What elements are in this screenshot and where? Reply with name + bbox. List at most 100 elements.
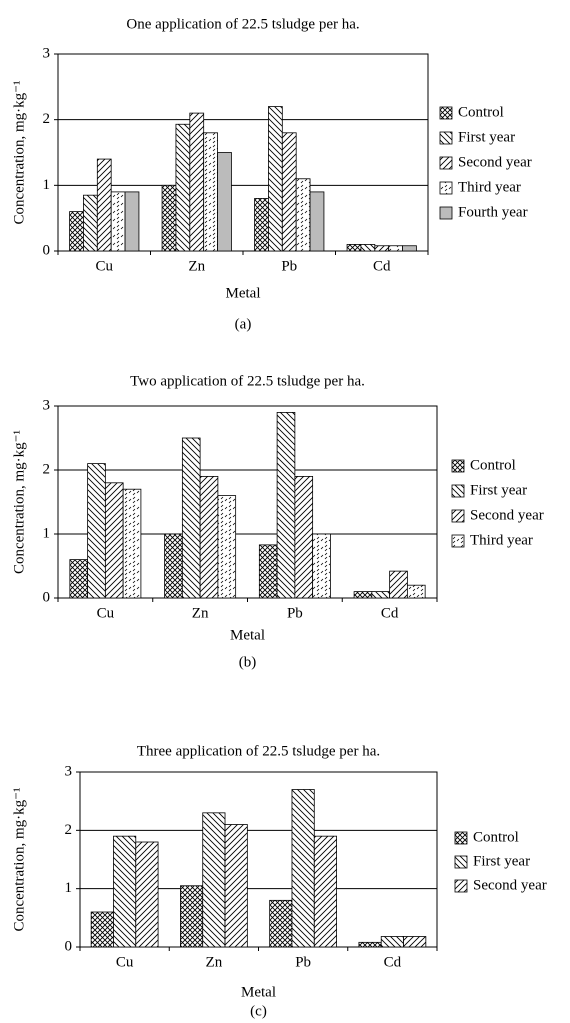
y-tick-label: 0 [65, 938, 73, 954]
y-tick-label: 1 [65, 880, 73, 896]
bar [402, 245, 417, 252]
bar [358, 941, 382, 948]
bar [276, 411, 296, 599]
bar [104, 482, 124, 599]
legend-swatch [451, 484, 465, 498]
y-axis-label: Concentration, mg·kg⁻¹ [11, 80, 27, 224]
bar [180, 885, 204, 948]
bar [217, 152, 232, 252]
panel-label: (c) [250, 1003, 267, 1019]
x-tick-label: Cu [95, 258, 113, 274]
bar [110, 191, 126, 252]
bar [353, 591, 373, 599]
bar [113, 835, 137, 948]
bar [202, 812, 226, 948]
bar [69, 559, 89, 599]
x-tick-label: Cd [384, 954, 402, 970]
bar [291, 789, 315, 948]
bar [217, 495, 237, 599]
y-tick-label: 0 [43, 589, 51, 605]
legend-label: Control [470, 457, 516, 473]
bar [96, 158, 112, 252]
panel-label: (a) [235, 316, 252, 332]
x-tick-label: Cu [116, 954, 134, 970]
legend-swatch [439, 206, 453, 220]
legend-swatch [439, 106, 453, 120]
y-tick-label: 3 [65, 763, 73, 779]
bar [269, 899, 293, 948]
bar [135, 841, 159, 948]
chart-title: Three application of 22.5 tsludge per ha… [137, 743, 380, 759]
legend-swatch [454, 831, 468, 845]
legend-label: Third year [458, 179, 521, 195]
y-tick-label: 0 [43, 242, 51, 258]
legend-swatch [451, 459, 465, 473]
bar [312, 533, 331, 599]
bar [281, 132, 297, 252]
bar [295, 178, 311, 252]
x-tick-label: Zn [188, 258, 205, 274]
x-tick-label: Zn [192, 605, 209, 621]
bar [189, 112, 205, 252]
bar [268, 106, 283, 252]
bar [87, 463, 106, 599]
x-tick-label: Cd [381, 605, 399, 621]
y-tick-label: 1 [43, 177, 51, 193]
bar [406, 584, 426, 599]
bar [203, 132, 218, 252]
legend-swatch [451, 534, 465, 548]
y-tick-label: 2 [43, 461, 51, 477]
bar [294, 475, 314, 599]
legend-label: Second year [458, 154, 532, 170]
bar [175, 123, 191, 252]
bar [90, 911, 114, 948]
legend-label: Control [473, 829, 519, 845]
legend-swatch [451, 509, 465, 523]
y-tick-label: 1 [43, 525, 51, 541]
legend-swatch [439, 131, 453, 145]
legend-label: Second year [470, 507, 544, 523]
legend-label: First year [458, 129, 515, 145]
y-tick-label: 3 [43, 397, 51, 413]
bar [181, 437, 201, 599]
x-tick-label: Pb [295, 954, 311, 970]
y-tick-label: 2 [65, 822, 73, 838]
legend-label: Second year [473, 877, 547, 893]
legend-swatch [454, 855, 468, 869]
x-axis-label: Metal [226, 285, 261, 301]
bar [254, 198, 269, 252]
bar [122, 488, 142, 599]
x-axis-label: Metal [241, 984, 276, 1000]
bar [124, 191, 140, 252]
legend-label: First year [470, 482, 527, 498]
bar [161, 184, 177, 252]
x-tick-label: Cu [97, 605, 115, 621]
bar [403, 936, 427, 948]
bar [313, 835, 337, 948]
legend-swatch [439, 181, 453, 195]
x-axis-label: Metal [230, 627, 265, 643]
bar [258, 544, 278, 599]
legend-swatch [439, 156, 453, 170]
chart-title: Two application of 22.5 tsludge per ha. [130, 373, 365, 389]
bar [374, 245, 390, 252]
y-axis-label: Concentration, mg·kg⁻¹ [11, 430, 27, 574]
x-tick-label: Pb [287, 605, 303, 621]
legend-label: Control [458, 104, 504, 120]
bar [360, 244, 376, 252]
legend-label: Third year [470, 532, 533, 548]
chart-title: One application of 22.5 tsludge per ha. [126, 16, 359, 32]
x-tick-label: Zn [206, 954, 223, 970]
bar [224, 824, 248, 948]
y-tick-label: 2 [43, 111, 51, 127]
panel-label: (b) [239, 654, 257, 670]
legend-label: Fourth year [458, 204, 528, 220]
bar [69, 211, 84, 252]
x-tick-label: Cd [373, 258, 391, 274]
x-tick-label: Pb [281, 258, 297, 274]
y-tick-label: 3 [43, 45, 51, 61]
bar [164, 533, 183, 599]
legend-swatch [454, 879, 468, 893]
y-axis-label: Concentration, mg·kg⁻¹ [11, 787, 27, 931]
